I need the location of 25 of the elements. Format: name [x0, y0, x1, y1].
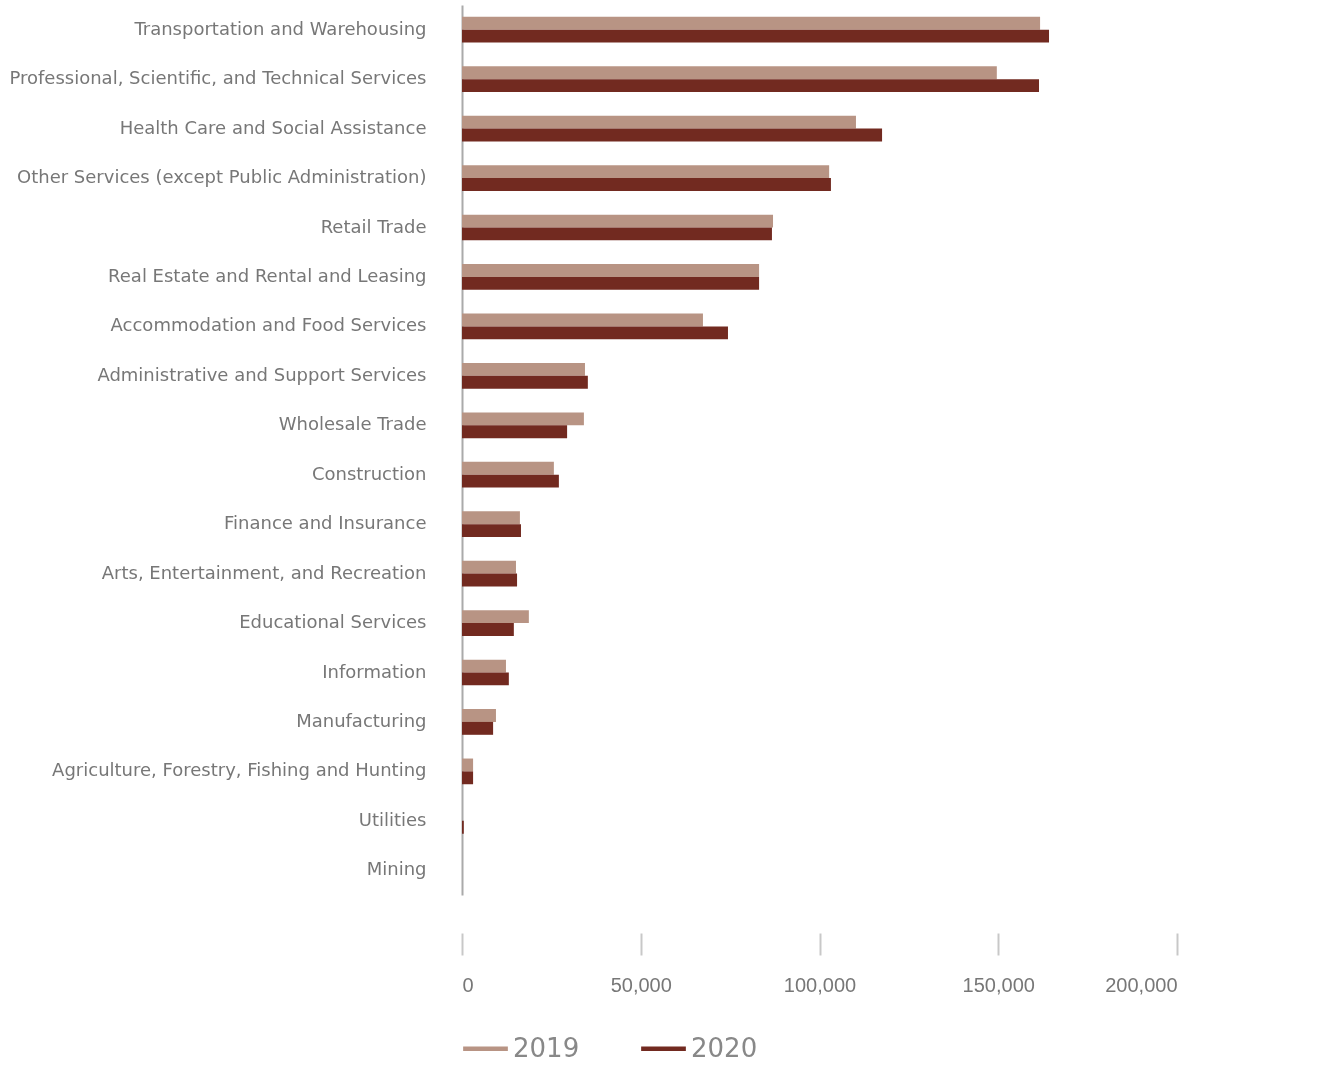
x-tick-label: 100,000: [783, 973, 857, 996]
y-tick-label: Accommodation and Food Services: [110, 314, 427, 336]
y-tick-label: Arts, Entertainment, and Recreation: [101, 561, 427, 583]
x-tick-label: 0: [462, 973, 474, 996]
y-tick-label: Retail Trade: [320, 215, 427, 237]
x-tick-label: 50,000: [610, 973, 672, 996]
y-tick-label: Agriculture, Forestry, Fishing and Hunting: [52, 759, 427, 781]
legend-label: 2019: [513, 1032, 580, 1063]
y-tick-label: Educational Services: [239, 611, 427, 633]
x-tick-label: 200,000: [1105, 973, 1178, 996]
y-tick-label: Administrative and Support Services: [97, 363, 427, 385]
y-tick-label: Professional, Scientific, and Technical Services: [9, 67, 427, 89]
y-tick-label: Finance and Insurance: [224, 512, 427, 534]
y-tick-label: Wholesale Trade: [278, 413, 427, 435]
y-tick-label: Manufacturing: [296, 709, 427, 731]
y-tick-label: Mining: [366, 858, 427, 880]
y-tick-label: Real Estate and Rental and Leasing: [108, 264, 427, 286]
legend-label: 2020: [691, 1032, 758, 1063]
y-tick-label: Other Services (except Public Administration): [17, 166, 427, 188]
y-tick-label: Transportation and Warehousing: [133, 17, 427, 39]
x-tick-label: 150,000: [962, 973, 1035, 996]
y-tick-label: Information: [322, 660, 427, 682]
y-tick-label: Health Care and Social Assistance: [119, 116, 427, 138]
y-tick-label: Utilities: [358, 808, 427, 830]
y-tick-label: Construction: [311, 462, 427, 484]
